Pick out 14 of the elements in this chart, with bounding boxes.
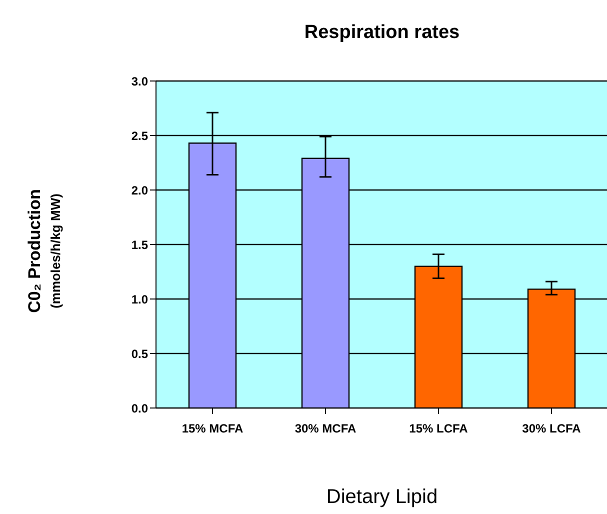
y-tick-label: 0.5 bbox=[131, 346, 148, 361]
x-axis-title: Dietary Lipid bbox=[325, 486, 439, 509]
chart-title: Respiration rates bbox=[303, 22, 461, 44]
y-tick-label: 0.0 bbox=[131, 401, 148, 416]
y-tick-label: 3.0 bbox=[131, 74, 148, 88]
y-tick-label: 2.0 bbox=[131, 183, 148, 198]
x-tick-label: 15% LCFA bbox=[409, 422, 468, 436]
x-tick-label: 15% MCFA bbox=[182, 422, 244, 436]
y-tick-label: 1.0 bbox=[131, 292, 148, 306]
x-tick-label: 30% MCFA bbox=[294, 422, 356, 436]
y-tick-label: 2.5 bbox=[131, 128, 148, 143]
y-axis-title: C0₂ Production (mmoles/h/kg MW) bbox=[25, 189, 63, 313]
y-tick-label: 1.5 bbox=[131, 238, 148, 252]
x-tick-label: 30% LCFA bbox=[522, 422, 582, 436]
